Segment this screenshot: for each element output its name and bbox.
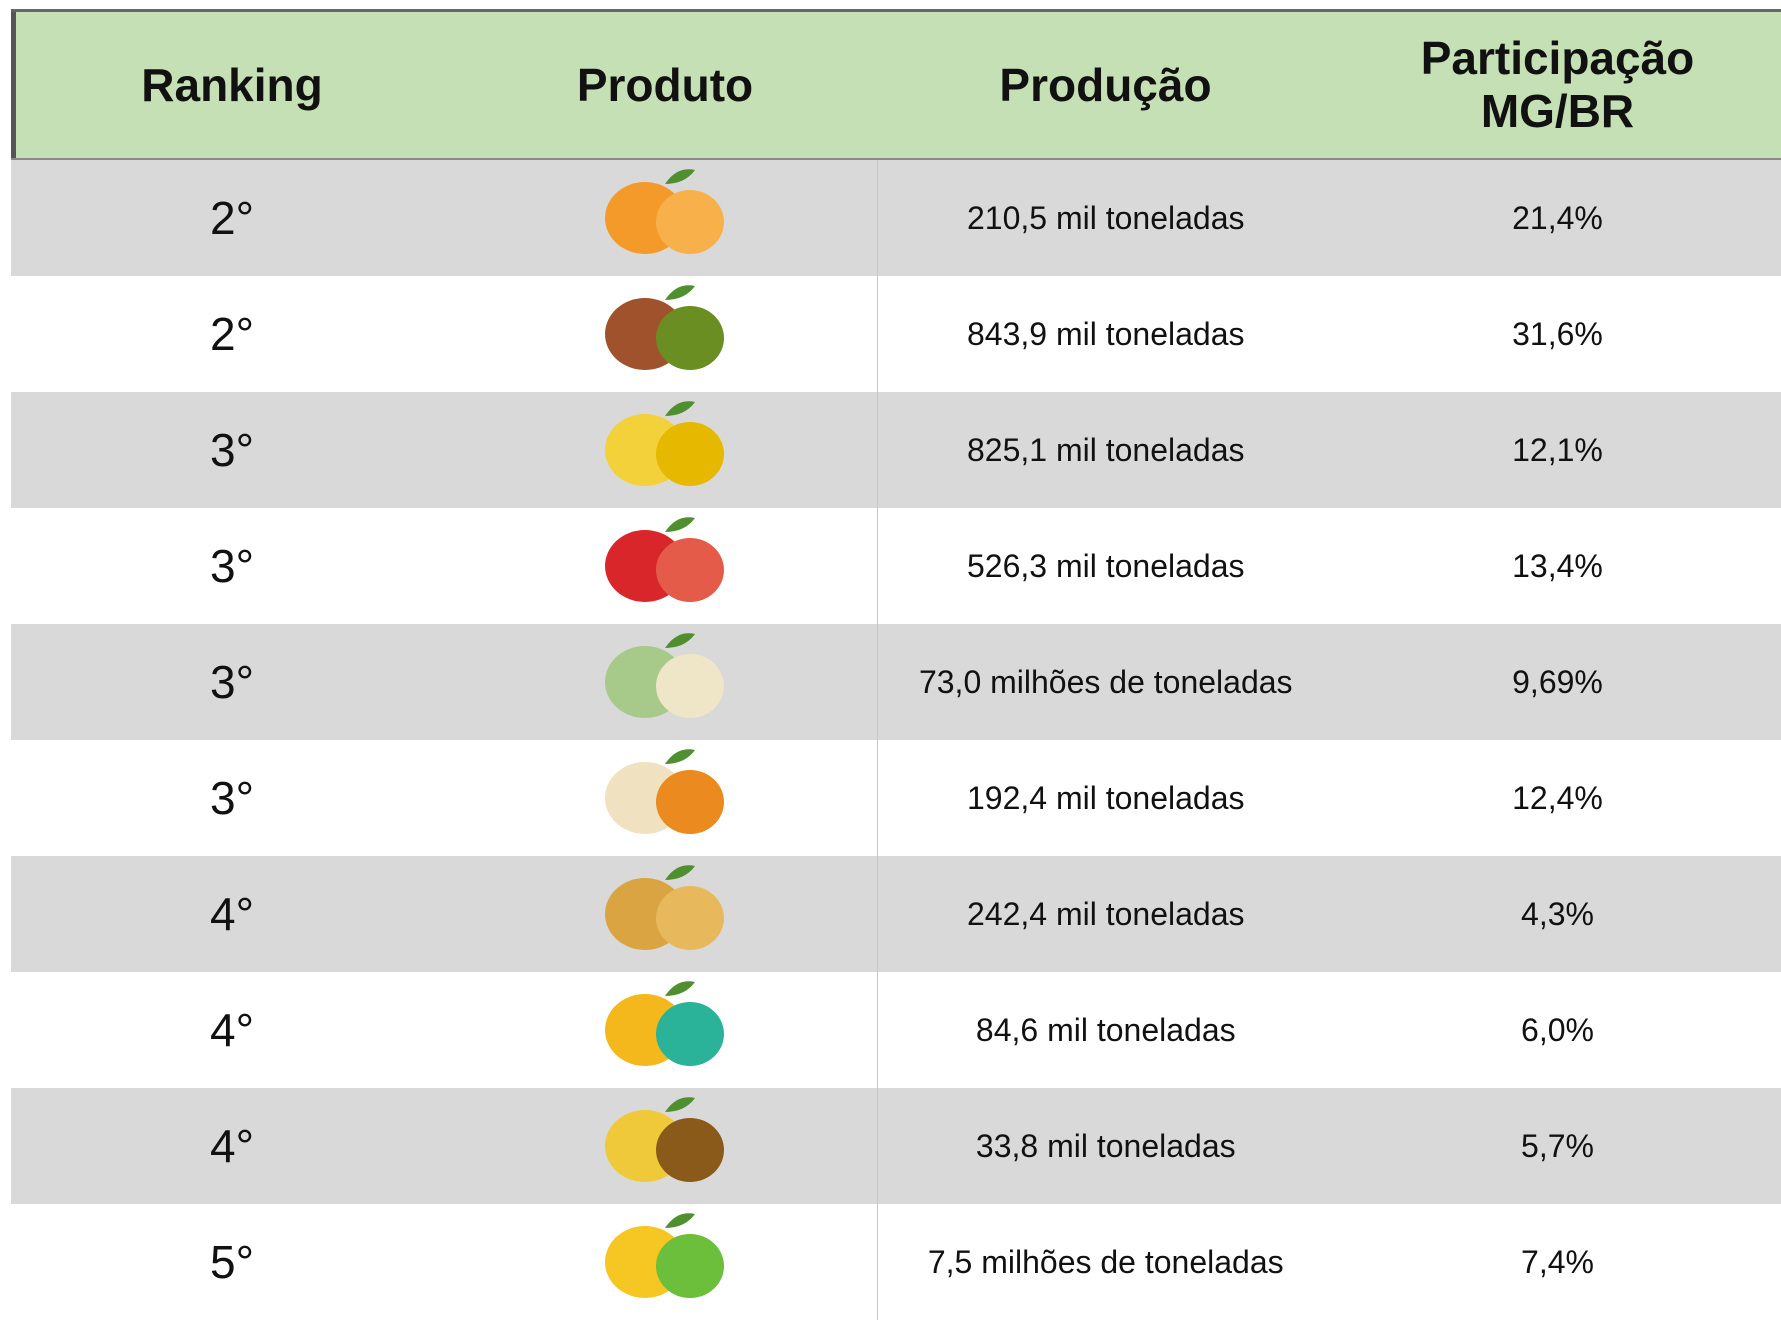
icon-shape — [656, 538, 724, 602]
icon-shape — [656, 770, 724, 834]
icon-shape — [656, 306, 724, 370]
page: Ranking Produto Produção Participação MG… — [0, 0, 1781, 1271]
icon-shape — [656, 1002, 724, 1066]
share-cell: 12,1% — [1334, 392, 1781, 508]
share-cell: 21,4% — [1334, 159, 1781, 276]
product-icon — [585, 972, 745, 1080]
product-cell — [453, 508, 877, 624]
header-cell: Participação MG/BR — [1334, 11, 1781, 160]
icon-shape — [656, 422, 724, 486]
product-icon — [585, 392, 745, 500]
production-cell: 7,5 milhões de toneladas — [877, 1204, 1334, 1320]
product-cell — [453, 392, 877, 508]
icon-leaf — [665, 285, 695, 300]
product-cell — [453, 159, 877, 276]
ranking-cell: 3° — [11, 624, 453, 740]
header-cell: Produção — [877, 11, 1334, 160]
ranking-table: Ranking Produto Produção Participação MG… — [11, 9, 1781, 1320]
production-cell: 242,4 mil toneladas — [877, 856, 1334, 972]
production-cell: 825,1 mil toneladas — [877, 392, 1334, 508]
share-cell: 6,0% — [1334, 972, 1781, 1088]
ranking-cell: 3° — [11, 508, 453, 624]
icon-leaf — [665, 1097, 695, 1112]
production-cell: 210,5 mil toneladas — [877, 159, 1334, 276]
product-cell — [453, 856, 877, 972]
ranking-cell: 2° — [11, 159, 453, 276]
share-cell: 31,6% — [1334, 276, 1781, 392]
ranking-cell: 3° — [11, 392, 453, 508]
icon-leaf — [665, 981, 695, 996]
product-icon — [585, 276, 745, 384]
production-cell: 843,9 mil toneladas — [877, 276, 1334, 392]
share-cell: 9,69% — [1334, 624, 1781, 740]
production-cell: 33,8 mil toneladas — [877, 1088, 1334, 1204]
icon-leaf — [665, 169, 695, 184]
ranking-cell: 4° — [11, 972, 453, 1088]
icon-shape — [656, 1118, 724, 1182]
share-cell: 7,4% — [1334, 1204, 1781, 1320]
production-cell: 84,6 mil toneladas — [877, 972, 1334, 1088]
table-header: Ranking Produto Produção Participação MG… — [11, 11, 1781, 160]
icon-shape — [656, 1234, 724, 1298]
production-cell: 73,0 milhões de toneladas — [877, 624, 1334, 740]
product-cell — [453, 276, 877, 392]
share-cell: 5,7% — [1334, 1088, 1781, 1204]
ranking-cell: 4° — [11, 1088, 453, 1204]
ranking-cell: 3° — [11, 740, 453, 856]
product-icon — [585, 1088, 745, 1196]
header-cell: Ranking — [11, 11, 453, 160]
icon-shape — [656, 654, 724, 718]
production-cell: 192,4 mil toneladas — [877, 740, 1334, 856]
ranking-cell: 5° — [11, 1204, 453, 1320]
product-cell — [453, 740, 877, 856]
icon-leaf — [665, 633, 695, 648]
product-icon — [585, 740, 745, 848]
share-cell: 12,4% — [1334, 740, 1781, 856]
product-icon — [585, 508, 745, 616]
icon-shape — [656, 886, 724, 950]
icon-leaf — [665, 749, 695, 764]
product-icon — [585, 1204, 745, 1312]
product-icon — [585, 624, 745, 732]
product-icon — [585, 160, 745, 268]
icon-leaf — [665, 865, 695, 880]
product-cell — [453, 972, 877, 1088]
product-cell — [453, 624, 877, 740]
ranking-cell: 4° — [11, 856, 453, 972]
share-cell: 4,3% — [1334, 856, 1781, 972]
product-icon — [585, 856, 745, 964]
product-cell — [453, 1088, 877, 1204]
share-cell: 13,4% — [1334, 508, 1781, 624]
product-cell — [453, 1204, 877, 1320]
header-row: Ranking Produto Produção Participação MG… — [11, 11, 1781, 160]
header-cell: Produto — [453, 11, 877, 160]
ranking-cell: 2° — [11, 276, 453, 392]
production-cell: 526,3 mil toneladas — [877, 508, 1334, 624]
icon-leaf — [665, 1213, 695, 1228]
icon-leaf — [665, 517, 695, 532]
icon-shape — [656, 190, 724, 254]
icon-leaf — [665, 401, 695, 416]
